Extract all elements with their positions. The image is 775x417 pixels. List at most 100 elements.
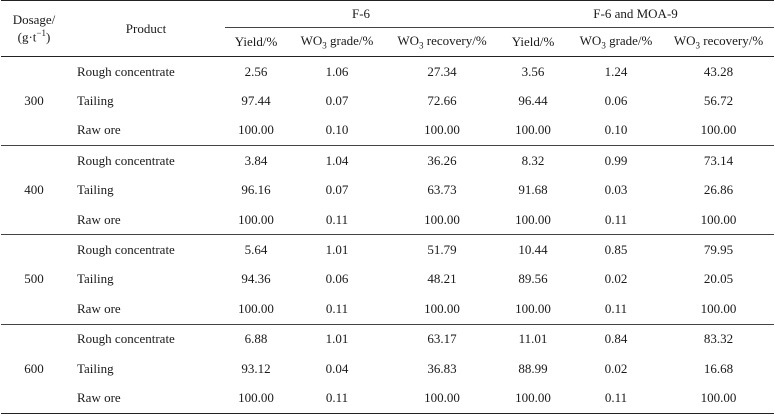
product-cell: Tailing: [77, 182, 114, 198]
f6-recovery-cell: 36.26: [387, 145, 498, 176]
f6-yield-cell: 3.84: [225, 145, 287, 176]
f6-recovery-cell: 100.00: [424, 300, 460, 316]
f6-moa9-yield-cell: 10.44: [497, 234, 570, 265]
product-cell: Rough concentrate: [67, 323, 225, 354]
col-yield-f6: Yield/%: [225, 27, 287, 57]
col-grade-f6: WO3 grade/%: [287, 27, 387, 57]
table-row: Raw ore 100.00 0.11 100.00 100.00 0.11 100.00: [1, 383, 775, 414]
table-row: 600 Rough concentrate 6.88 1.01 63.17 11.01 0.…: [1, 323, 775, 414]
f6-moa9-grade-cell: 0.03: [604, 182, 628, 198]
f6-recovery-cell: 100.00: [424, 122, 460, 138]
f6-recovery-cell: 27.34: [427, 63, 457, 79]
f6-moa9-grade-cell: 0.11: [569, 383, 664, 414]
f6-grade-cell: 0.11: [287, 383, 387, 414]
f6-moa9-grade-cell: 1.24: [604, 63, 628, 79]
f6-moa9-grade-cell: 0.11: [604, 211, 628, 227]
product-cell: Tailing: [77, 271, 114, 287]
f6-moa9-recovery-cell: 73.14: [663, 145, 775, 176]
dosage-cell: 300: [24, 93, 44, 109]
group-header-f6-moa9: F-6 and MOA-9: [497, 0, 775, 28]
f6-moa9-yield-cell: 100.00: [515, 122, 551, 138]
table-row: Raw ore 100.00 0.11 100.00 100.00 0.11 100.00: [1, 205, 774, 235]
f6-yield-cell: 96.16: [241, 182, 271, 198]
f6-grade-cell: 0.07: [325, 182, 349, 198]
col-recovery-f6: WO3 recovery/%: [387, 27, 498, 57]
product-cell: Raw ore: [77, 211, 121, 227]
f6-grade-cell: 0.07: [325, 93, 349, 109]
f6-moa9-yield-cell: 8.32: [497, 145, 570, 176]
f6-grade-cell: 1.06: [325, 63, 349, 79]
f6-yield-cell: 100.00: [238, 122, 274, 138]
table-row: Tailing 97.44 0.07 72.66 96.44 0.06 56.72: [1, 86, 774, 115]
product-cell: Tailing: [77, 360, 114, 376]
f6-moa9-grade-cell: 0.84: [569, 323, 664, 354]
f6-moa9-recovery-cell: 20.05: [703, 271, 734, 287]
table-row: 300 Rough concentrate 2.56 1.06 27.34 3.56 1.2…: [1, 57, 774, 108]
f6-grade-cell: 0.06: [325, 271, 349, 287]
product-cell: Raw ore: [67, 383, 225, 414]
f6-moa9-grade-cell: 0.02: [604, 271, 628, 287]
f6-yield-cell: 2.56: [244, 63, 268, 79]
product-cell: Rough concentrate: [77, 63, 175, 79]
f6-moa9-grade-cell: 0.85: [569, 234, 664, 265]
f6-moa9-grade-cell: 0.06: [604, 93, 628, 109]
f6-yield-cell: 93.12: [241, 360, 271, 376]
f6-moa9-grade-cell: 0.11: [604, 300, 628, 316]
f6-grade-cell: 1.01: [287, 323, 387, 354]
col-grade-f6-moa9: WO3 grade/%: [569, 27, 664, 57]
f6-recovery-cell: 63.73: [427, 182, 457, 198]
f6-moa9-yield-cell: 100.00: [497, 383, 570, 414]
f6-moa9-recovery-cell: 26.86: [703, 182, 734, 198]
f6-grade-cell: 1.04: [287, 145, 387, 176]
f6-recovery-cell: 48.21: [427, 271, 457, 287]
f6-grade-cell: 0.04: [325, 360, 349, 376]
col-yield-f6-moa9: Yield/%: [497, 27, 570, 57]
dosage-cell: 600: [1, 323, 67, 414]
f6-yield-cell: 5.64: [225, 234, 287, 265]
f6-moa9-yield-cell: 91.68: [518, 182, 548, 198]
f6-moa9-recovery-cell: 16.68: [703, 360, 734, 376]
product-cell: Rough concentrate: [67, 145, 225, 176]
col-recovery-f6-moa9: WO3 recovery/%: [663, 27, 775, 57]
f6-moa9-grade-cell: 0.99: [569, 145, 664, 176]
f6-moa9-recovery-cell: 56.72: [703, 93, 734, 109]
f6-moa9-yield-cell: 88.99: [518, 360, 548, 376]
table-row: 500 Rough concentrate 5.64 1.01 51.79 10.44 0.…: [1, 234, 775, 325]
product-cell: Rough concentrate: [67, 234, 225, 265]
table-row: Tailing 94.36 0.06 48.21 89.56 0.02 20.05: [1, 265, 774, 294]
f6-moa9-recovery-cell: 79.95: [663, 234, 775, 265]
f6-moa9-recovery-cell: 100.00: [700, 300, 737, 316]
f6-moa9-yield-cell: 11.01: [497, 323, 570, 354]
f6-recovery-cell: 63.17: [387, 323, 498, 354]
f6-moa9-yield-cell: 96.44: [518, 93, 548, 109]
f6-recovery-cell: 36.83: [427, 360, 457, 376]
table-body: 300 Rough concentrate 2.56 1.06 27.34 3.56 1.2…: [1, 57, 775, 414]
f6-yield-cell: 100.00: [225, 383, 287, 414]
f6-grade-cell: 1.01: [287, 234, 387, 265]
f6-moa9-yield-cell: 100.00: [515, 211, 551, 227]
dosage-cell: 400: [1, 145, 67, 235]
product-cell: Raw ore: [77, 300, 121, 316]
f6-moa9-yield-cell: 3.56: [521, 63, 545, 79]
dosage-cell: 500: [1, 234, 67, 325]
f6-grade-cell: 0.11: [325, 300, 349, 316]
f6-recovery-cell: 51.79: [387, 234, 498, 265]
f6-yield-cell: 94.36: [241, 271, 271, 287]
f6-grade-cell: 0.11: [325, 211, 349, 227]
product-cell: Tailing: [77, 93, 114, 109]
f6-moa9-recovery-cell: 100.00: [700, 122, 737, 138]
table-row: Tailing 93.12 0.04 36.83 88.99 0.02 16.68: [1, 354, 774, 383]
f6-recovery-cell: 72.66: [427, 93, 457, 109]
table-row: Raw ore 100.00 0.11 100.00 100.00 0.11 100.00: [1, 294, 774, 324]
f6-moa9-recovery-cell: 83.32: [663, 323, 775, 354]
f6-yield-cell: 97.44: [241, 93, 271, 109]
f6-grade-cell: 0.10: [325, 122, 349, 138]
f6-moa9-yield-cell: 89.56: [518, 271, 548, 287]
table-row: Tailing 96.16 0.07 63.73 91.68 0.03 26.86: [1, 176, 774, 205]
f6-recovery-cell: 100.00: [424, 211, 460, 227]
table-row: 400 Rough concentrate 3.84 1.04 36.26 8.32 0.9…: [1, 145, 775, 235]
f6-moa9-grade-cell: 0.02: [604, 360, 628, 376]
product-cell: Raw ore: [77, 122, 121, 138]
f6-recovery-cell: 100.00: [387, 383, 498, 414]
